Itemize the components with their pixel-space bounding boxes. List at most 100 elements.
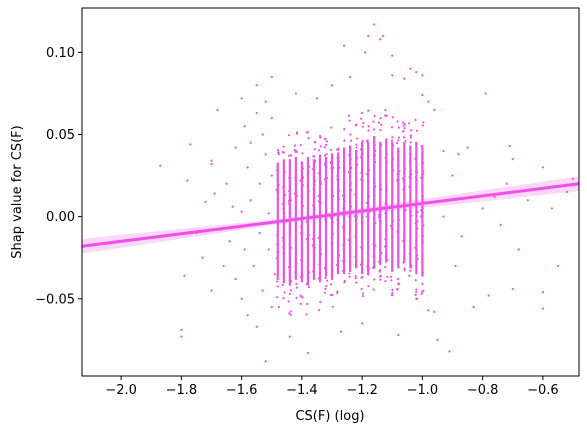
data-point: [332, 195, 335, 198]
data-point: [397, 126, 400, 129]
data-point: [414, 221, 417, 225]
data-point: [427, 309, 430, 312]
data-point: [348, 119, 351, 122]
data-point: [391, 259, 394, 263]
data-point: [391, 219, 395, 223]
data-point: [246, 166, 249, 169]
data-point: [307, 190, 310, 193]
x-tick-label: −1.8: [166, 383, 198, 398]
dense-column: [395, 120, 401, 291]
data-point: [294, 149, 298, 153]
y-axis-ticks: −0.05 0.00 0.05 0.10: [35, 46, 82, 307]
data-point: [336, 291, 339, 295]
data-point: [414, 246, 417, 249]
dense-column: [287, 134, 293, 316]
data-point: [384, 237, 387, 241]
data-point: [281, 283, 284, 287]
data-point: [213, 192, 216, 195]
data-point: [366, 166, 370, 169]
data-point: [330, 167, 333, 170]
data-point: [421, 93, 424, 97]
data-point: [487, 294, 490, 297]
data-point: [420, 292, 423, 295]
data-point: [511, 158, 514, 161]
data-point: [421, 190, 424, 193]
data-point: [354, 277, 357, 280]
data-point: [348, 275, 351, 278]
data-point: [305, 220, 309, 223]
data-point: [289, 211, 292, 215]
data-point: [382, 34, 385, 38]
data-point: [222, 264, 225, 268]
x-tick-label: −0.8: [467, 383, 499, 398]
data-point: [325, 140, 329, 143]
data-point: [391, 54, 394, 57]
data-point: [409, 134, 412, 137]
data-point: [319, 145, 322, 148]
data-point: [336, 290, 339, 293]
data-point: [294, 171, 297, 174]
data-point: [451, 174, 454, 177]
data-point: [416, 257, 419, 260]
dense-column: [377, 117, 383, 281]
data-point: [416, 227, 419, 230]
data-point: [355, 216, 358, 219]
data-point: [282, 145, 285, 148]
dense-column: [305, 131, 311, 316]
dense-column: [293, 131, 299, 299]
data-point: [374, 244, 377, 247]
data-point: [391, 265, 394, 268]
data-point: [277, 305, 280, 309]
data-point: [414, 176, 417, 179]
data-point: [366, 172, 369, 176]
data-point: [392, 144, 395, 147]
data-point: [343, 186, 346, 189]
data-point: [360, 287, 363, 290]
data-point: [377, 121, 381, 124]
data-point: [299, 302, 303, 306]
data-point: [342, 243, 345, 247]
data-point: [324, 287, 327, 291]
y-tick-label: 0.00: [46, 210, 75, 225]
data-point: [356, 163, 359, 166]
data-point: [282, 207, 285, 210]
data-point: [307, 263, 310, 267]
data-point: [312, 220, 316, 223]
data-point: [403, 234, 406, 238]
data-point: [276, 296, 279, 299]
data-point: [421, 234, 425, 238]
data-point: [409, 169, 413, 172]
data-point: [415, 142, 418, 145]
data-point: [275, 257, 279, 260]
data-point: [276, 285, 279, 288]
data-point: [379, 117, 382, 120]
data-point: [180, 328, 183, 332]
data-point: [276, 198, 280, 201]
data-point: [341, 269, 345, 272]
data-point: [319, 248, 322, 251]
data-point: [416, 210, 419, 214]
data-point: [319, 300, 322, 304]
data-point: [410, 173, 413, 176]
data-point: [313, 208, 316, 211]
data-point: [319, 253, 323, 256]
data-point: [329, 161, 332, 165]
data-point: [415, 129, 419, 132]
data-point: [313, 180, 316, 183]
data-point: [294, 264, 297, 267]
data-point: [325, 176, 329, 179]
data-point: [331, 305, 334, 308]
data-point: [397, 139, 400, 142]
plot-frame: [81, 7, 580, 377]
data-point: [415, 291, 418, 294]
data-point: [276, 179, 279, 182]
data-point: [390, 139, 394, 142]
data-point: [409, 269, 412, 272]
data-point: [324, 154, 327, 157]
data-point: [240, 97, 243, 100]
dense-column: [353, 123, 359, 284]
data-point: [421, 271, 425, 274]
data-point: [342, 194, 345, 197]
data-point: [359, 263, 363, 266]
data-point: [313, 141, 316, 144]
